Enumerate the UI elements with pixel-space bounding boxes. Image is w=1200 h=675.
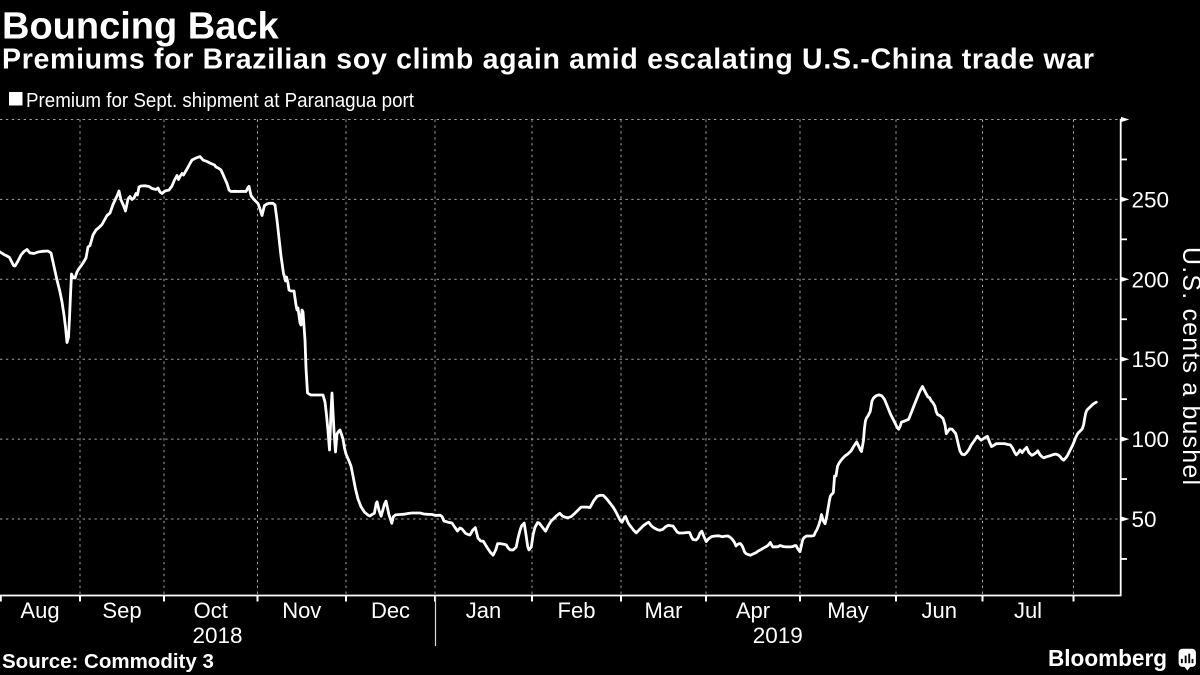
svg-text:100: 100 — [1132, 427, 1170, 452]
svg-text:200: 200 — [1132, 267, 1170, 292]
svg-text:Jul: Jul — [1014, 598, 1042, 623]
svg-text:250: 250 — [1132, 187, 1170, 212]
svg-text:2018: 2018 — [192, 623, 242, 648]
svg-text:150: 150 — [1132, 347, 1170, 372]
svg-text:2019: 2019 — [753, 623, 803, 648]
svg-text:Bouncing Back: Bouncing Back — [2, 6, 279, 48]
svg-text:Aug: Aug — [20, 598, 59, 623]
svg-text:U.S. cents a bushel: U.S. cents a bushel — [1177, 247, 1200, 485]
svg-text:Bloomberg: Bloomberg — [1048, 645, 1167, 671]
svg-text:Mar: Mar — [645, 598, 683, 623]
svg-text:Feb: Feb — [558, 598, 596, 623]
svg-text:Nov: Nov — [282, 598, 321, 623]
svg-text:Jan: Jan — [466, 598, 501, 623]
svg-text:Apr: Apr — [736, 598, 770, 623]
svg-text:50: 50 — [1132, 507, 1157, 532]
svg-text:Dec: Dec — [371, 598, 410, 623]
svg-text:Sep: Sep — [102, 598, 141, 623]
svg-text:Jun: Jun — [922, 598, 957, 623]
svg-text:Premium for Sept. shipment at: Premium for Sept. shipment at Paranagua … — [26, 89, 414, 112]
svg-text:Premiums for Brazilian soy cli: Premiums for Brazilian soy climb again a… — [2, 44, 1094, 76]
svg-text:Oct: Oct — [194, 598, 228, 623]
svg-text:Source: Commodity 3: Source: Commodity 3 — [2, 650, 214, 673]
svg-text:May: May — [827, 598, 869, 623]
